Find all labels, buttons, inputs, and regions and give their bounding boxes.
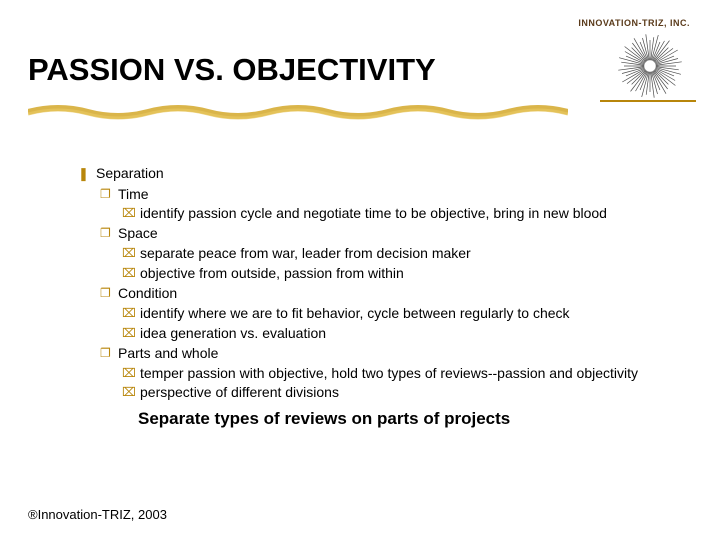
outline-subitem: ⌧separate peace from war, leader from de… xyxy=(122,244,680,263)
outline-subitem: ⌧temper passion with objective, hold two… xyxy=(122,364,680,383)
outline-content: ❚Separation❐Time⌧identify passion cycle … xyxy=(78,164,680,431)
outline-text: Condition xyxy=(118,284,680,303)
outline-subitem: ⌧perspective of different divisions xyxy=(122,383,680,402)
outline-item: ❐Space xyxy=(100,224,680,243)
bullet-icon: ⌧ xyxy=(122,383,140,401)
title-underline-wave xyxy=(28,102,568,122)
outline-subitem: ⌧identify passion cycle and negotiate ti… xyxy=(122,204,680,223)
outline-item: ❐Parts and whole xyxy=(100,344,680,363)
bullet-icon: ❐ xyxy=(100,284,118,302)
bullet-icon: ⌧ xyxy=(122,204,140,222)
outline-root: ❚Separation xyxy=(78,164,680,184)
logo-underline xyxy=(600,100,696,102)
bullet-icon: ❐ xyxy=(100,185,118,203)
outline-subitem: ⌧idea generation vs. evaluation xyxy=(122,324,680,343)
sunburst-logo xyxy=(618,34,682,98)
outline-text: identify passion cycle and negotiate tim… xyxy=(140,204,680,223)
outline-item: ❐Time xyxy=(100,185,680,204)
outline-text: Time xyxy=(118,185,680,204)
outline-text: perspective of different divisions xyxy=(140,383,680,402)
outline-text: Space xyxy=(118,224,680,243)
bullet-icon: ❐ xyxy=(100,344,118,362)
page-title: PASSION VS. OBJECTIVITY xyxy=(28,52,436,88)
bullet-icon: ❐ xyxy=(100,224,118,242)
brand-label: INNOVATION-TRIZ, INC. xyxy=(578,18,690,28)
copyright-footer: ®Innovation-TRIZ, 2003 xyxy=(28,507,167,522)
outline-text: objective from outside, passion from wit… xyxy=(140,264,680,283)
bullet-icon: ⌧ xyxy=(122,304,140,322)
conclusion-text: Separate types of reviews on parts of pr… xyxy=(138,408,680,431)
bullet-icon: ⌧ xyxy=(122,244,140,262)
outline-subitem: ⌧objective from outside, passion from wi… xyxy=(122,264,680,283)
bullet-icon: ⌧ xyxy=(122,324,140,342)
outline-text: idea generation vs. evaluation xyxy=(140,324,680,343)
bullet-icon: ⌧ xyxy=(122,264,140,282)
bullet-icon: ⌧ xyxy=(122,364,140,382)
outline-item: ❐Condition xyxy=(100,284,680,303)
outline-text: identify where we are to fit behavior, c… xyxy=(140,304,680,323)
bullet-icon: ❚ xyxy=(78,164,96,184)
outline-text: Parts and whole xyxy=(118,344,680,363)
outline-subitem: ⌧identify where we are to fit behavior, … xyxy=(122,304,680,323)
outline-text: temper passion with objective, hold two … xyxy=(140,364,680,383)
outline-text: Separation xyxy=(96,164,680,183)
outline-text: separate peace from war, leader from dec… xyxy=(140,244,680,263)
